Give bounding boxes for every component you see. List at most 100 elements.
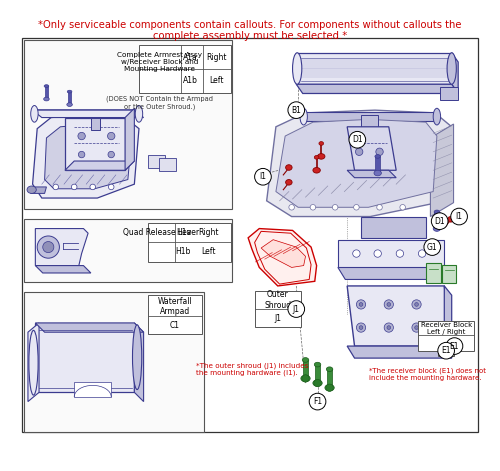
- Text: I1: I1: [456, 212, 462, 221]
- Text: E1: E1: [442, 346, 451, 355]
- Text: *Only serviceable components contain callouts. For components without callouts t: *Only serviceable components contain cal…: [38, 20, 462, 41]
- Bar: [426, 263, 440, 283]
- Polygon shape: [347, 127, 396, 171]
- Circle shape: [412, 323, 421, 332]
- Text: (DOES NOT Contain the Armpad
or the Outer Shroud.): (DOES NOT Contain the Armpad or the Oute…: [106, 96, 213, 110]
- Circle shape: [387, 302, 390, 306]
- Polygon shape: [44, 124, 132, 189]
- Polygon shape: [32, 110, 144, 118]
- Text: Complete Armrest Assy
w/Receiver Block and
Mounting Hardware: Complete Armrest Assy w/Receiver Block a…: [117, 52, 202, 72]
- Ellipse shape: [325, 384, 334, 391]
- Polygon shape: [347, 286, 452, 346]
- Polygon shape: [28, 323, 39, 402]
- Circle shape: [302, 375, 309, 382]
- Circle shape: [356, 300, 366, 309]
- Circle shape: [354, 204, 359, 210]
- Bar: [438, 345, 454, 356]
- Polygon shape: [361, 115, 378, 129]
- Text: *The outer shroud (J1) includes
the mounting hardware (I1).: *The outer shroud (J1) includes the moun…: [196, 362, 308, 376]
- Text: G1: G1: [427, 243, 438, 252]
- Polygon shape: [304, 112, 437, 121]
- Polygon shape: [74, 382, 111, 397]
- Polygon shape: [134, 323, 143, 402]
- Circle shape: [376, 148, 383, 155]
- Circle shape: [108, 184, 114, 190]
- Circle shape: [359, 326, 363, 329]
- Ellipse shape: [301, 375, 310, 382]
- Polygon shape: [44, 86, 48, 99]
- Ellipse shape: [319, 142, 324, 145]
- Bar: [440, 87, 458, 100]
- Polygon shape: [327, 369, 332, 388]
- Circle shape: [414, 326, 418, 329]
- Bar: [148, 223, 232, 262]
- Polygon shape: [375, 156, 380, 173]
- Circle shape: [254, 169, 272, 185]
- Bar: [139, 45, 232, 93]
- Text: A1a: A1a: [184, 53, 198, 62]
- Polygon shape: [338, 268, 452, 279]
- Circle shape: [396, 250, 404, 257]
- Ellipse shape: [68, 90, 72, 93]
- Ellipse shape: [132, 325, 141, 390]
- Circle shape: [446, 338, 463, 354]
- Ellipse shape: [313, 380, 322, 386]
- Text: I1: I1: [260, 172, 266, 181]
- Circle shape: [288, 102, 304, 119]
- Ellipse shape: [67, 103, 72, 106]
- Bar: [148, 295, 202, 334]
- Ellipse shape: [313, 168, 320, 173]
- Polygon shape: [266, 110, 452, 217]
- Circle shape: [332, 204, 338, 210]
- Circle shape: [412, 300, 421, 309]
- Polygon shape: [347, 346, 452, 358]
- Circle shape: [356, 148, 363, 155]
- Circle shape: [352, 250, 360, 257]
- Circle shape: [309, 393, 326, 410]
- Polygon shape: [248, 228, 316, 286]
- Ellipse shape: [286, 165, 292, 171]
- Text: A1b: A1b: [184, 76, 198, 85]
- Ellipse shape: [300, 108, 308, 125]
- Text: D1: D1: [352, 135, 362, 144]
- Text: *The receiver block (E1) does not
include the mounting hardware.: *The receiver block (E1) does not includ…: [369, 367, 486, 381]
- Ellipse shape: [375, 154, 380, 158]
- Polygon shape: [430, 124, 454, 217]
- Circle shape: [314, 379, 321, 387]
- Polygon shape: [276, 119, 437, 207]
- Text: E1: E1: [450, 341, 459, 350]
- Polygon shape: [361, 218, 426, 238]
- Circle shape: [349, 131, 366, 148]
- Bar: [160, 158, 176, 171]
- Text: H1b: H1b: [176, 247, 191, 256]
- Ellipse shape: [433, 226, 440, 231]
- Text: B1: B1: [292, 106, 301, 114]
- Polygon shape: [452, 53, 458, 93]
- Text: Waterfall
Armpad: Waterfall Armpad: [158, 297, 192, 316]
- Circle shape: [432, 213, 448, 229]
- Circle shape: [384, 323, 394, 332]
- Circle shape: [53, 184, 59, 190]
- Text: C1: C1: [170, 321, 180, 330]
- Ellipse shape: [318, 154, 325, 159]
- Text: Right: Right: [198, 228, 218, 237]
- Circle shape: [451, 208, 468, 225]
- Bar: [442, 265, 456, 283]
- Ellipse shape: [433, 108, 440, 125]
- Ellipse shape: [44, 97, 49, 101]
- Circle shape: [289, 204, 294, 210]
- Circle shape: [108, 132, 115, 140]
- Circle shape: [78, 132, 86, 140]
- Circle shape: [326, 384, 334, 391]
- Ellipse shape: [447, 53, 456, 84]
- Text: Quad Release Lever: Quad Release Lever: [123, 228, 199, 237]
- Polygon shape: [315, 365, 320, 383]
- Circle shape: [400, 204, 406, 210]
- Circle shape: [374, 250, 382, 257]
- Polygon shape: [125, 108, 134, 171]
- Bar: [254, 292, 301, 327]
- Circle shape: [414, 302, 418, 306]
- Polygon shape: [444, 286, 452, 358]
- Circle shape: [384, 300, 394, 309]
- Polygon shape: [302, 360, 308, 379]
